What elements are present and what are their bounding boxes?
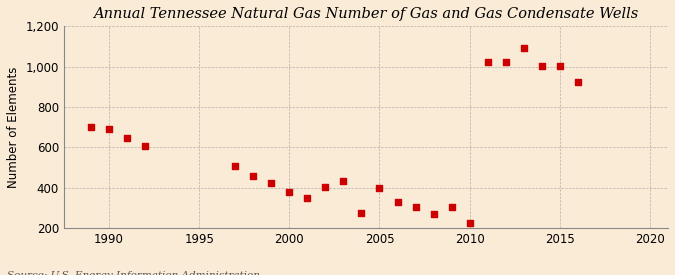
- Point: [392, 200, 403, 204]
- Point: [230, 163, 240, 168]
- Point: [500, 59, 511, 64]
- Point: [284, 190, 295, 194]
- Point: [266, 181, 277, 185]
- Point: [103, 127, 114, 131]
- Point: [356, 211, 367, 215]
- Point: [537, 64, 547, 68]
- Point: [140, 144, 151, 148]
- Point: [428, 212, 439, 216]
- Point: [302, 196, 313, 200]
- Point: [483, 59, 493, 64]
- Point: [572, 79, 583, 84]
- Point: [320, 185, 331, 189]
- Point: [446, 205, 457, 209]
- Point: [248, 174, 259, 178]
- Point: [554, 64, 565, 68]
- Point: [374, 186, 385, 190]
- Point: [122, 136, 132, 141]
- Y-axis label: Number of Elements: Number of Elements: [7, 67, 20, 188]
- Text: Source: U.S. Energy Information Administration: Source: U.S. Energy Information Administ…: [7, 271, 260, 275]
- Point: [338, 178, 349, 183]
- Title: Annual Tennessee Natural Gas Number of Gas and Gas Condensate Wells: Annual Tennessee Natural Gas Number of G…: [93, 7, 639, 21]
- Point: [410, 205, 421, 209]
- Point: [86, 125, 97, 130]
- Point: [464, 221, 475, 225]
- Point: [518, 46, 529, 51]
